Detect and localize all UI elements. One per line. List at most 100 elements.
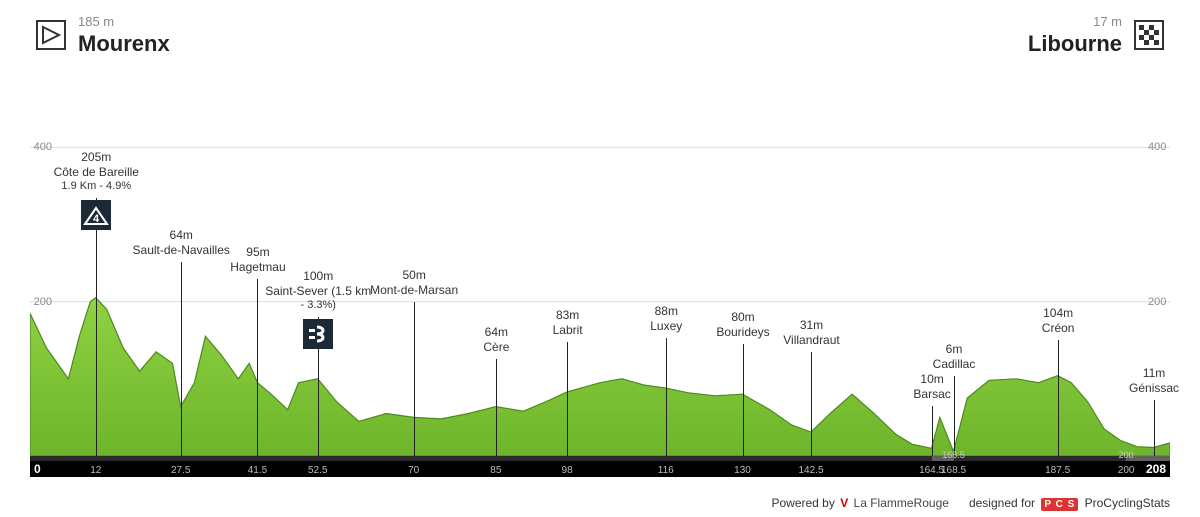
poi-name: Côte de Bareille xyxy=(54,165,139,180)
km-marker: 142.5 xyxy=(798,465,823,476)
y-axis-tick: 400 xyxy=(26,141,52,153)
poi-elev: 50m xyxy=(370,268,458,283)
poi-name: Bourideys xyxy=(716,325,769,340)
distance-bar: 01227.541.552.5708598116130142.5164.5168… xyxy=(30,461,1170,477)
km-marker: 85 xyxy=(490,465,501,476)
km-marker: 0 xyxy=(34,462,41,476)
flamme-rouge-label: La FlammeRouge xyxy=(854,496,949,510)
poi-leader-line xyxy=(666,338,667,456)
poi-leader-line xyxy=(96,198,97,456)
start-flag-icon xyxy=(36,20,66,50)
km-marker: 41.5 xyxy=(248,465,267,476)
poi-name: Luxey xyxy=(650,319,682,334)
poi-extra: 1.9 Km - 4.9% xyxy=(54,180,139,194)
poi-elev: 83m xyxy=(553,308,583,323)
intermediate-km-label: 200 xyxy=(1119,450,1134,460)
poi: 205mCôte de Bareille1.9 Km - 4.9%4 xyxy=(96,288,97,477)
poi-name: Barsac xyxy=(913,387,950,402)
poi-name: Créon xyxy=(1042,321,1075,336)
flamme-rouge-icon: V xyxy=(840,496,848,510)
poi-leader-line xyxy=(1058,340,1059,456)
attribution-footer: Powered by V La FlammeRouge designed for… xyxy=(771,496,1170,511)
y-axis-tick: 400 xyxy=(1148,141,1174,153)
poi-label: 31mVillandraut xyxy=(783,318,839,352)
poi-elev: 11m xyxy=(1129,366,1179,381)
km-marker: 200 xyxy=(1118,465,1135,476)
km-marker: 187.5 xyxy=(1045,465,1070,476)
poi-label: 64mSault-de-Navailles xyxy=(133,228,230,262)
poi-elev: 31m xyxy=(783,318,839,333)
poi-label: 80mBourideys xyxy=(716,310,769,344)
km-marker: 52.5 xyxy=(308,465,327,476)
km-marker: 27.5 xyxy=(171,465,190,476)
poi-elev: 64m xyxy=(133,228,230,243)
stage-header: 185 m Mourenx 17 m Libourne xyxy=(0,14,1200,74)
poi-label: 64mCère xyxy=(483,325,509,359)
poi-leader-line xyxy=(811,352,812,456)
poi-label: 205mCôte de Bareille1.9 Km - 4.9% xyxy=(54,150,139,198)
stage-profile-chart: { "chart": { "type": "elevation-profile"… xyxy=(0,0,1200,517)
poi-elev: 80m xyxy=(716,310,769,325)
poi-leader-line xyxy=(567,342,568,456)
poi-leader-line xyxy=(932,406,933,456)
km-marker: 208 xyxy=(1146,462,1166,476)
start-name: Mourenx xyxy=(78,31,170,57)
poi-label: 104mCréon xyxy=(1042,306,1075,340)
y-axis-tick: 200 xyxy=(1148,296,1174,308)
poi-elev: 95m xyxy=(230,245,285,260)
poi-label: 6mCadillac xyxy=(933,342,976,376)
km-marker: 70 xyxy=(408,465,419,476)
poi-leader-line xyxy=(743,344,744,456)
pcs-full-label: ProCyclingStats xyxy=(1085,496,1170,510)
poi-name: Sault-de-Navailles xyxy=(133,243,230,258)
start-elevation: 185 m xyxy=(78,14,170,29)
poi-name: Labrit xyxy=(553,323,583,338)
poi-extra: - 3.3%) xyxy=(265,299,371,313)
poi-name: Cadillac xyxy=(933,357,976,372)
pcs-badge: P C S xyxy=(1041,498,1078,511)
km-marker: 116 xyxy=(658,465,674,476)
y-axis-tick: 200 xyxy=(26,296,52,308)
km-marker: 12 xyxy=(90,465,101,476)
poi-label: 88mLuxey xyxy=(650,304,682,338)
poi-leader-line xyxy=(1154,400,1155,456)
poi-leader-line xyxy=(414,302,415,456)
poi-name: Cère xyxy=(483,340,509,355)
poi-label: 100mSaint-Sever (1.5 km- 3.3%) xyxy=(265,269,371,317)
poi-name: Génissac xyxy=(1129,381,1179,396)
poi: 95mHagetmau xyxy=(257,284,258,477)
km-marker: 168.5 xyxy=(941,465,966,476)
elevation-plot-area: 0200400 0200400 205mCôte de Bareille1.9 … xyxy=(30,70,1170,477)
finish-location: 17 m Libourne xyxy=(1028,14,1164,57)
poi-label: 10mBarsac xyxy=(913,372,950,406)
poi-leader-line xyxy=(257,279,258,456)
km-marker: 130 xyxy=(734,465,751,476)
finish-flag-icon xyxy=(1134,20,1164,50)
finish-elevation: 17 m xyxy=(1028,14,1122,29)
sprint-icon xyxy=(303,319,333,349)
poi-name: Saint-Sever (1.5 km xyxy=(265,284,371,299)
poi-elev: 104m xyxy=(1042,306,1075,321)
poi-name: Villandraut xyxy=(783,333,839,348)
designed-for-label: designed for xyxy=(969,496,1035,510)
poi-name: Mont-de-Marsan xyxy=(370,283,458,298)
poi-elev: 100m xyxy=(265,269,371,284)
poi-label: 11mGénissac xyxy=(1129,366,1179,400)
poi: 64mSault-de-Navailles xyxy=(181,243,182,477)
poi-leader-line xyxy=(954,376,955,456)
poi-leader-line xyxy=(181,262,182,456)
poi-elev: 6m xyxy=(933,342,976,357)
finish-name: Libourne xyxy=(1028,31,1122,57)
poi-label: 50mMont-de-Marsan xyxy=(370,268,458,302)
elevation-profile-svg xyxy=(30,70,1170,477)
poi-leader-line xyxy=(496,359,497,456)
poi-elev: 88m xyxy=(650,304,682,319)
km-marker: 98 xyxy=(562,465,573,476)
poi: 100mSaint-Sever (1.5 km- 3.3%) xyxy=(318,326,319,477)
intermediate-km-label: 168.5 xyxy=(942,450,965,460)
powered-by-label: Powered by xyxy=(771,496,834,510)
climb-category-icon: 4 xyxy=(81,200,111,230)
poi-elev: 205m xyxy=(54,150,139,165)
poi: 50mMont-de-Marsan xyxy=(414,273,415,477)
poi-elev: 64m xyxy=(483,325,509,340)
